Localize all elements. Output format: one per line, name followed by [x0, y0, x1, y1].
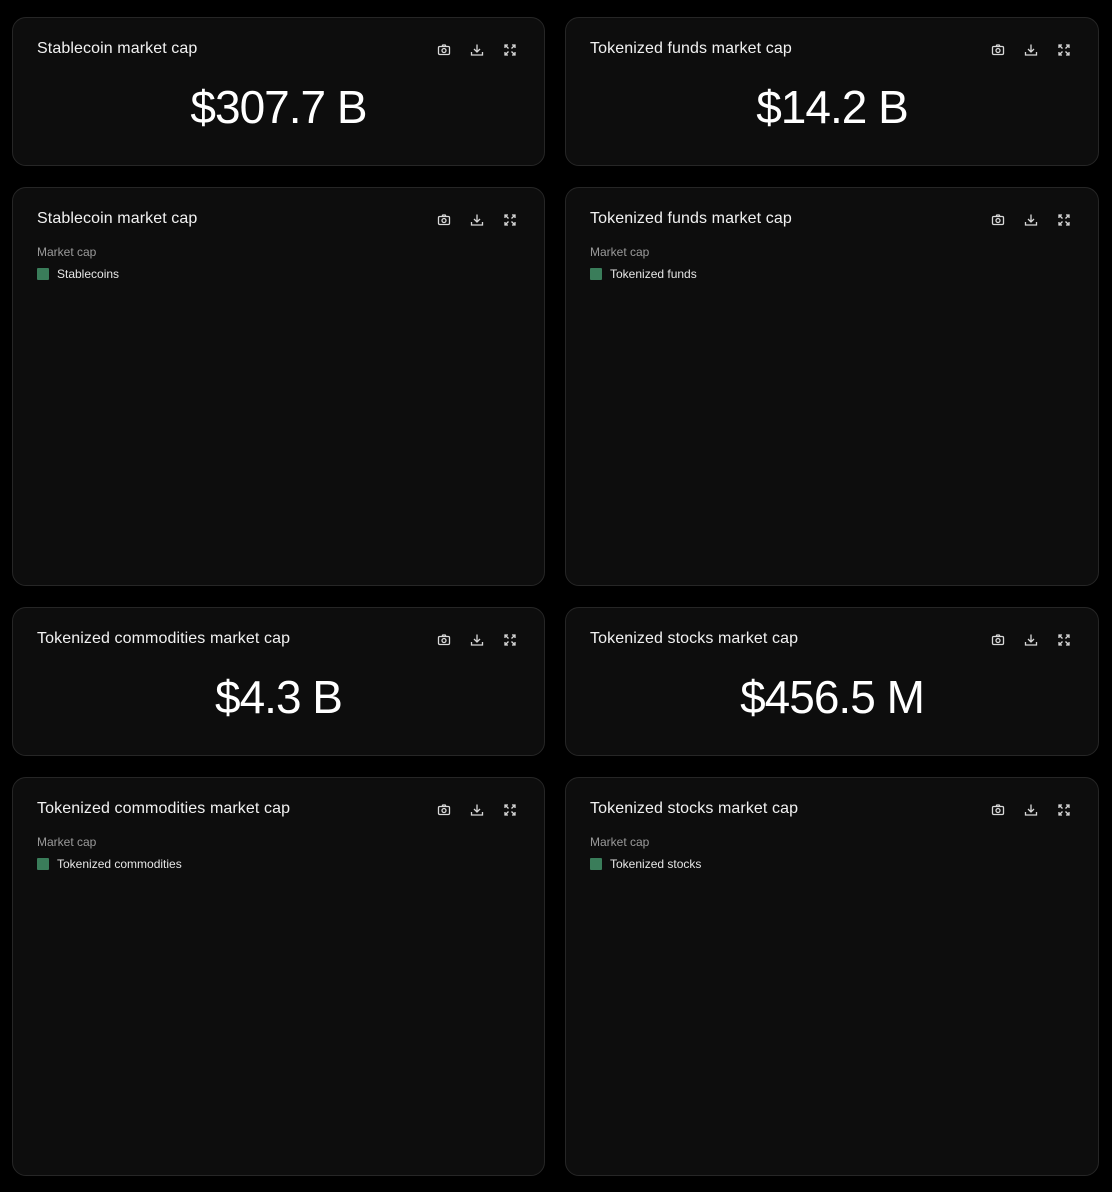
download-icon[interactable]: [1021, 802, 1041, 818]
kpi-card-stablecoin: Stablecoin market cap $307.7 B: [12, 17, 545, 166]
download-icon[interactable]: [467, 632, 487, 648]
card-toolbar: token terminal_$0$1b$2b$3b$4b$5b01/01/20…: [434, 802, 520, 818]
chart-plot: [566, 188, 1099, 586]
expand-icon[interactable]: [1054, 212, 1074, 228]
expand-icon[interactable]: [1054, 42, 1074, 58]
chart-plot: [566, 778, 1099, 1176]
card-title: Tokenized commodities market cap: [37, 800, 291, 817]
card-toolbar: [988, 632, 1074, 648]
legend-swatch: [37, 858, 49, 870]
card-title: Stablecoin market cap: [37, 40, 198, 57]
legend-label: Stablecoins: [57, 267, 120, 281]
chart-legend[interactable]: Tokenized commodities: [37, 857, 182, 871]
legend-label: Tokenized stocks: [610, 857, 702, 871]
kpi-value: $456.5 M: [740, 671, 925, 723]
chart-subtitle: Market cap: [37, 835, 97, 849]
download-icon[interactable]: [1021, 632, 1041, 648]
chart-plot: [13, 778, 545, 1176]
download-icon[interactable]: [1021, 42, 1041, 58]
chart-subtitle: Market cap: [590, 835, 650, 849]
legend-label: Tokenized commodities: [57, 857, 182, 871]
expand-icon[interactable]: [500, 212, 520, 228]
download-icon[interactable]: [1021, 212, 1041, 228]
chart-plot: [13, 188, 545, 586]
kpi-card-tokenized-funds: Tokenized funds market cap $14.2 B: [565, 17, 1099, 166]
card-title: Tokenized stocks market cap: [590, 800, 799, 817]
chart-card-tokenized-commodities: Tokenized commodities market cap token t…: [12, 777, 545, 1176]
chart-card-tokenized-funds: Tokenized funds market cap token termina…: [565, 187, 1099, 586]
camera-icon[interactable]: token terminal_$0$200m$400m$600mJan '25M…: [988, 802, 1008, 818]
camera-icon[interactable]: token terminal_$0$1b$2b$3b$4b$5b01/01/20…: [434, 802, 454, 818]
card-toolbar: token terminal_$0$100b$200b$300b$400b201…: [434, 212, 520, 228]
card-toolbar: token terminal_$0$200m$400m$600mJan '25M…: [988, 802, 1074, 818]
camera-icon[interactable]: [434, 632, 454, 648]
download-icon[interactable]: [467, 212, 487, 228]
legend-swatch: [590, 858, 602, 870]
expand-icon[interactable]: [1054, 632, 1074, 648]
chart-legend[interactable]: Stablecoins: [37, 267, 119, 281]
kpi-card-tokenized-commodities: Tokenized commodities market cap $4.3 B: [12, 607, 545, 756]
card-toolbar: [988, 42, 1074, 58]
chart-card-tokenized-stocks: Tokenized stocks market cap token termin…: [565, 777, 1099, 1176]
card-title: Tokenized stocks market cap: [590, 630, 799, 647]
expand-icon[interactable]: [500, 632, 520, 648]
kpi-value: $307.7 B: [190, 81, 367, 133]
card-toolbar: [434, 42, 520, 58]
chart-subtitle: Market cap: [590, 245, 650, 259]
chart-subtitle: Market cap: [37, 245, 97, 259]
card-title: Tokenized funds market cap: [590, 210, 792, 227]
download-icon[interactable]: [467, 802, 487, 818]
chart-legend[interactable]: Tokenized stocks: [590, 857, 701, 871]
camera-icon[interactable]: [988, 632, 1008, 648]
camera-icon[interactable]: token terminal_$0$100b$200b$300b$400b201…: [434, 212, 454, 228]
expand-icon[interactable]: [500, 802, 520, 818]
chart-card-stablecoin: Stablecoin market cap token terminal_$0$…: [12, 187, 545, 586]
camera-icon[interactable]: [988, 42, 1008, 58]
kpi-card-tokenized-stocks: Tokenized stocks market cap $456.5 M: [565, 607, 1099, 756]
kpi-value: $14.2 B: [756, 81, 909, 133]
download-icon[interactable]: [467, 42, 487, 58]
legend-label: Tokenized funds: [610, 267, 697, 281]
card-toolbar: token terminal_$0$5b$10b$15b$20b20242025…: [988, 212, 1074, 228]
camera-icon[interactable]: token terminal_$0$5b$10b$15b$20b20242025…: [988, 212, 1008, 228]
kpi-value: $4.3 B: [215, 671, 343, 723]
card-title: Tokenized commodities market cap: [37, 630, 291, 647]
card-title: Stablecoin market cap: [37, 210, 198, 227]
expand-icon[interactable]: [500, 42, 520, 58]
chart-legend[interactable]: Tokenized funds: [590, 267, 697, 281]
camera-icon[interactable]: [434, 42, 454, 58]
card-title: Tokenized funds market cap: [590, 40, 792, 57]
legend-swatch: [37, 268, 49, 280]
expand-icon[interactable]: [1054, 802, 1074, 818]
legend-swatch: [590, 268, 602, 280]
card-toolbar: [434, 632, 520, 648]
